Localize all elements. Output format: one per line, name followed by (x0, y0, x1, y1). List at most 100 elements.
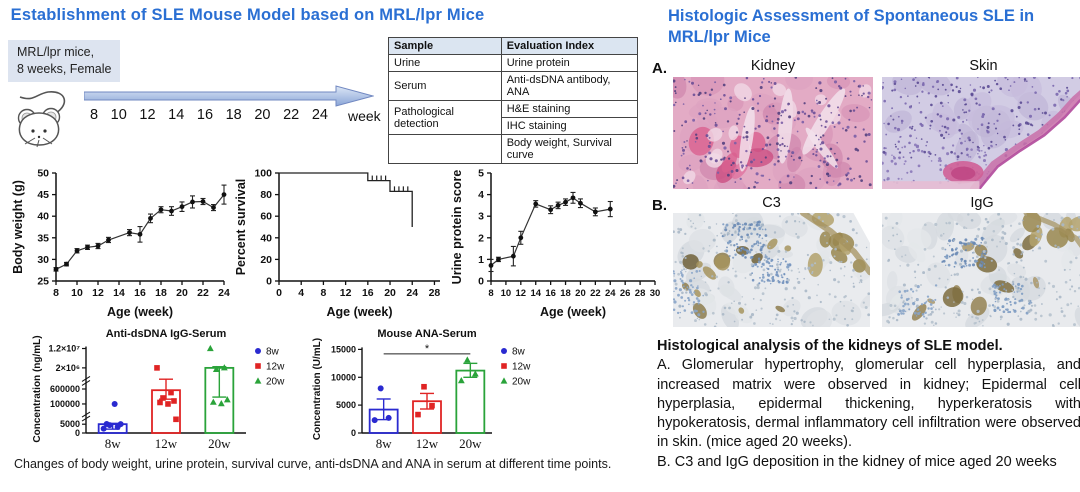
svg-text:Body weight (g): Body weight (g) (11, 180, 25, 274)
svg-text:8w: 8w (376, 436, 393, 451)
svg-text:20w: 20w (512, 377, 531, 388)
svg-text:22: 22 (197, 287, 209, 299)
mouse-ana-chart: Mouse ANA-Serum 0 5000 10000 15000 Concentrat… (312, 328, 531, 451)
description-paragraph-b: B. C3 and IgG deposition in the kidney o… (657, 453, 1057, 470)
svg-text:8w: 8w (266, 347, 280, 358)
svg-text:5: 5 (478, 168, 484, 180)
svg-text:50: 50 (37, 168, 49, 180)
svg-text:5000: 5000 (336, 400, 356, 410)
svg-text:18: 18 (155, 287, 167, 299)
week-label: 8 (90, 107, 99, 123)
svg-text:Concentration (U/mL): Concentration (U/mL) (312, 338, 323, 440)
svg-text:20: 20 (575, 288, 586, 299)
svg-text:0: 0 (478, 276, 484, 288)
svg-text:0: 0 (266, 276, 272, 288)
svg-text:14: 14 (113, 287, 125, 299)
svg-text:0: 0 (75, 428, 80, 438)
table-cell: Anti-dsDNA antibody, ANA (500, 71, 639, 101)
timeline-week-labels: 8 10 12 14 16 18 20 22 24 (90, 107, 328, 123)
mouse-info-box: MRL/lpr mice, 8 weeks, Female (8, 40, 121, 82)
svg-text:40: 40 (260, 232, 272, 244)
svg-text:12w: 12w (512, 362, 531, 373)
svg-text:600000: 600000 (50, 384, 80, 394)
svg-text:20: 20 (176, 287, 188, 299)
body-weight-chart: 8 10 12 14 16 18 20 22 24 25 30 35 40 45 50 Age (week) B… (11, 168, 230, 320)
svg-text:1: 1 (478, 254, 484, 266)
c3-image-label: C3 (762, 195, 781, 211)
table-header: Sample (388, 37, 502, 55)
svg-text:Concentration (ng/mL): Concentration (ng/mL) (32, 335, 43, 442)
timeline-unit-label: week (348, 108, 381, 124)
table-cell: H&E staining (500, 100, 639, 118)
info-line-1: MRL/lpr mice, (17, 45, 95, 59)
svg-text:20: 20 (384, 287, 396, 299)
svg-text:24: 24 (605, 288, 616, 299)
table-cell: Serum (388, 71, 502, 101)
table-cell: IHC staining (500, 117, 639, 135)
kidney-image-label: Kidney (750, 58, 796, 74)
table-cell (388, 134, 502, 164)
left-caption: Changes of body weight, urine protein, s… (14, 457, 612, 471)
timeline-arrow-icon (84, 85, 374, 107)
svg-text:16: 16 (362, 287, 374, 299)
table-header: Evaluation Index (500, 37, 639, 55)
svg-text:12: 12 (516, 288, 527, 299)
svg-text:Anti-dsDNA IgG-Serum: Anti-dsDNA IgG-Serum (106, 328, 227, 340)
week-label: 12 (139, 107, 156, 123)
svg-text:5000: 5000 (60, 419, 80, 429)
week-label: 20 (254, 107, 271, 123)
svg-text:0: 0 (351, 428, 356, 438)
svg-text:8w: 8w (512, 347, 526, 358)
svg-text:26: 26 (620, 288, 631, 299)
svg-text:Mouse ANA-Serum: Mouse ANA-Serum (377, 328, 476, 340)
svg-text:100000: 100000 (50, 399, 80, 409)
igg-histology-image (882, 213, 1080, 327)
svg-text:24: 24 (406, 287, 418, 299)
svg-text:10: 10 (501, 288, 512, 299)
svg-text:8: 8 (320, 287, 326, 299)
svg-text:Urine protein score: Urine protein score (450, 170, 464, 285)
kidney-histology-image (673, 77, 873, 189)
description-paragraph-a: A. Glomerular hypertrophy, glomerular ce… (657, 357, 1080, 451)
week-label: 18 (225, 107, 242, 123)
right-panel-title: Histologic Assessment of Spontaneous SLE… (668, 7, 1035, 47)
svg-text:4: 4 (478, 189, 484, 201)
svg-text:Age (week): Age (week) (540, 305, 606, 319)
svg-text:10: 10 (71, 287, 83, 299)
svg-text:*: * (425, 343, 430, 355)
week-label: 16 (196, 107, 214, 123)
svg-text:35: 35 (37, 232, 49, 244)
svg-text:1.2×10⁷: 1.2×10⁷ (49, 344, 81, 354)
svg-text:16: 16 (545, 288, 556, 299)
table-cell: Urine protein (500, 54, 639, 72)
svg-text:14: 14 (530, 288, 541, 299)
svg-text:10000: 10000 (331, 372, 356, 382)
evaluation-table: Sample Evaluation Index Urine Urine protein… (388, 37, 639, 164)
svg-text:3: 3 (478, 211, 484, 223)
table-cell: Urine (388, 54, 502, 72)
svg-text:22: 22 (590, 288, 601, 299)
svg-text:25: 25 (37, 276, 49, 288)
svg-text:40: 40 (37, 211, 49, 223)
histology-description: Histological analysis of the kidneys of … (657, 337, 1080, 472)
svg-text:15000: 15000 (331, 344, 356, 354)
svg-text:30: 30 (37, 254, 49, 266)
svg-text:20w: 20w (208, 436, 231, 451)
table-cell: Pathological detection (388, 100, 502, 135)
week-label: 24 (311, 107, 328, 123)
svg-text:60: 60 (260, 211, 272, 223)
svg-text:12w: 12w (155, 436, 178, 451)
c3-histology-image (673, 213, 870, 327)
svg-text:20: 20 (260, 254, 272, 266)
svg-text:20w: 20w (266, 377, 285, 388)
left-panel-title: Establishment of SLE Mouse Model based o… (10, 6, 485, 24)
svg-text:12w: 12w (266, 362, 285, 373)
skin-image-label: Skin (969, 58, 998, 74)
section-a-label: A. (652, 60, 667, 77)
week-label: 14 (168, 107, 185, 123)
igg-image-label: IgG (970, 195, 994, 211)
survival-chart: 0 4 8 12 16 20 24 28 0 20 40 60 80 100 Age (week) Perce… (234, 168, 440, 320)
